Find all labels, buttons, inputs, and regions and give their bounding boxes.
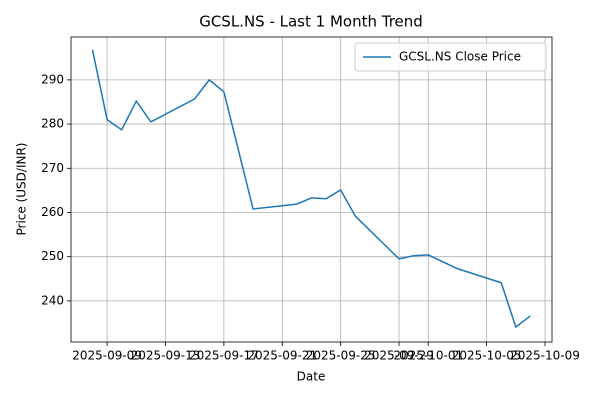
y-tick-label: 240 [41,293,64,307]
line [91,49,531,329]
y-tick-label: 260 [41,205,64,219]
y-tick-label: 270 [41,161,64,175]
x-tick-label: 2025-09-13 [131,349,201,363]
y-tick-label: 290 [41,72,64,86]
y-tick-label: 280 [41,117,64,131]
x-tick-label: 2025-09-25 [306,349,376,363]
x-tick-label: 2025-09-17 [189,349,259,363]
x-tick-label: 2025-10-01 [393,349,463,363]
y-tick-label: 250 [41,249,64,263]
legend-label: GCSL.NS Close Price [399,50,521,64]
x-tick-label: 2025-10-05 [452,349,522,363]
legend-box [354,42,547,72]
x-tick-label: 2025-09-21 [247,349,317,363]
x-tick-label: 2025-09-09 [72,349,142,363]
x-tick-label: 2025-09-29 [364,349,434,363]
plot-frame [70,36,553,343]
x-tick-label: 2025-10-09 [510,349,580,363]
x-axis-label: Date [297,370,326,384]
chart-title: GCSL.NS - Last 1 Month Trend [199,13,423,31]
y-axis-label: Price (USD/INR) [15,143,29,236]
